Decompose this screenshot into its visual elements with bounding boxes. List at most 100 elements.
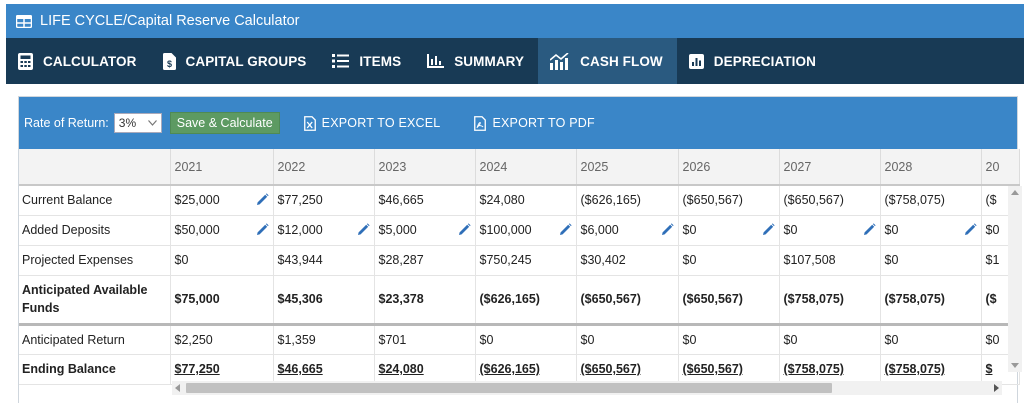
table-cell[interactable]: $0	[678, 215, 780, 246]
table-cell[interactable]: $5,000	[374, 215, 476, 246]
tab-depreciation[interactable]: DEPRECIATION	[677, 38, 830, 84]
pencil-icon[interactable]	[762, 222, 775, 236]
horizontal-scroll-thumb[interactable]	[186, 383, 832, 393]
table-cell[interactable]: $46,665	[273, 354, 375, 385]
tab-cash-flow[interactable]: CASH FLOW	[538, 38, 677, 84]
tab-items-label: ITEMS	[359, 53, 402, 69]
table-row-current-balance: Current Balance $25,000 $77,250 $46,665 …	[19, 185, 1020, 216]
pencil-icon[interactable]	[256, 222, 269, 236]
table-cell[interactable]: $0	[779, 215, 881, 246]
invoice-dollar-icon: $	[162, 52, 176, 70]
cell-value: ($626,165)	[479, 292, 540, 306]
pencil-icon[interactable]	[661, 222, 674, 236]
scroll-left-arrow-icon[interactable]	[175, 384, 180, 392]
cell-value: $0	[783, 223, 798, 237]
export-pdf-label: EXPORT TO PDF	[492, 116, 595, 130]
pencil-icon[interactable]	[256, 193, 269, 206]
rate-of-return-value: 3%	[118, 116, 137, 130]
table-cell: $0	[880, 324, 982, 355]
scroll-right-arrow-icon[interactable]	[994, 384, 999, 392]
year-header: 2025	[576, 149, 679, 186]
table-cell[interactable]: $0	[880, 215, 982, 246]
pencil-icon[interactable]	[964, 222, 977, 236]
ending-balance-link[interactable]: $24,080	[378, 362, 424, 376]
pencil-icon[interactable]	[357, 222, 370, 236]
cell-value: ($626,165)	[580, 193, 641, 208]
cell-value: $0	[985, 332, 1000, 347]
table-cell[interactable]: $6,000	[576, 215, 679, 246]
tab-items[interactable]: ITEMS	[320, 38, 415, 84]
cell-value: $1,359	[277, 332, 316, 347]
tab-calculator[interactable]: CALCULATOR	[6, 38, 151, 84]
export-excel-button[interactable]: EXPORT TO EXCEL	[303, 115, 441, 131]
horizontal-scrollbar[interactable]	[172, 381, 1002, 395]
table-row-anticipated-available-funds: Anticipated Available Funds $75,000 $45,…	[19, 275, 1020, 326]
bar-chart-icon	[427, 54, 445, 68]
cell-value: $12,000	[277, 223, 323, 237]
table-cell[interactable]: ($626,165)	[475, 354, 577, 385]
table-cell[interactable]: $24,080	[374, 354, 476, 385]
table-cell[interactable]: ($758,075)	[779, 354, 881, 385]
tab-depreciation-label: DEPRECIATION	[713, 53, 816, 69]
cash-flow-panel: Rate of Return: 3% Save & Calculate EXPO…	[18, 96, 1020, 403]
table-cell[interactable]: $12,000	[273, 215, 375, 246]
tab-summary[interactable]: SUMMARY	[415, 38, 538, 84]
table-cell[interactable]: $25,000	[170, 185, 274, 216]
tab-cash-flow-label: CASH FLOW	[580, 53, 663, 69]
ending-balance-link[interactable]: $46,665	[277, 362, 323, 376]
scroll-down-arrow-icon[interactable]	[1011, 363, 1019, 368]
year-header: 2028	[880, 149, 982, 186]
table-cell: ($650,567)	[678, 275, 780, 326]
app-title-bar: LIFE CYCLE/Capital Reserve Calculator	[6, 4, 1024, 38]
vertical-scrollbar[interactable]	[1008, 186, 1022, 372]
ending-balance-link[interactable]: $77,250	[174, 362, 220, 376]
table-cell: $0	[880, 245, 982, 276]
table-cell: $75,000	[170, 275, 274, 326]
ending-balance-link[interactable]: ($650,567)	[682, 362, 743, 376]
cell-value: $2,250	[174, 332, 213, 347]
table-cell: $28,287	[374, 245, 476, 276]
table-cell[interactable]: $50,000	[170, 215, 274, 246]
ending-balance-link[interactable]: ($758,075)	[884, 362, 945, 376]
cell-value: $0	[682, 332, 697, 347]
year-header: 2021	[170, 149, 274, 186]
table-cell: $30,402	[576, 245, 679, 276]
table-cell: ($758,075)	[880, 275, 982, 326]
cell-value: ($650,567)	[783, 193, 844, 208]
table-cell: ($650,567)	[678, 185, 780, 216]
cell-value: $750,245	[479, 253, 532, 267]
table-cell[interactable]: $77,250	[170, 354, 274, 385]
tab-capital-groups[interactable]: $ CAPITAL GROUPS	[151, 38, 321, 84]
cell-value: $0	[682, 253, 697, 267]
cell-value: $23,378	[378, 292, 424, 306]
table-row-ending-balance: Ending Balance $77,250 $46,665 $24,080 (…	[19, 354, 1020, 385]
ending-balance-link[interactable]: $	[985, 362, 993, 376]
pencil-icon[interactable]	[559, 222, 572, 236]
table-cell[interactable]: ($650,567)	[678, 354, 780, 385]
year-header: 2022	[273, 149, 375, 186]
save-calculate-button[interactable]: Save & Calculate	[169, 112, 280, 134]
table-cell: $2,250	[170, 324, 274, 355]
ending-balance-link[interactable]: ($758,075)	[783, 362, 844, 376]
cell-value: $0	[174, 253, 189, 267]
cell-value: ($758,075)	[783, 292, 844, 306]
table-cell[interactable]: ($650,567)	[576, 354, 679, 385]
tab-capital-groups-label: CAPITAL GROUPS	[185, 53, 307, 69]
scroll-up-arrow-icon[interactable]	[1011, 190, 1019, 195]
rate-of-return-select[interactable]: 3%	[113, 113, 162, 133]
pencil-icon[interactable]	[863, 222, 876, 236]
table-cell: $23,378	[374, 275, 476, 326]
table-cell[interactable]: $100,000	[475, 215, 577, 246]
table-icon	[16, 14, 32, 28]
cell-value: $75,000	[174, 292, 220, 306]
pencil-icon[interactable]	[458, 222, 471, 236]
list-icon	[332, 54, 350, 68]
chevron-down-icon	[147, 120, 157, 126]
year-header-row: 2021 2022 2023 2024 2025 2026 2027 2028 …	[19, 149, 1020, 186]
ending-balance-link[interactable]: ($626,165)	[479, 362, 540, 376]
ending-balance-link[interactable]: ($650,567)	[580, 362, 641, 376]
year-header: 2027	[779, 149, 881, 186]
table-cell: $0	[678, 245, 780, 276]
export-pdf-button[interactable]: EXPORT TO PDF	[474, 115, 595, 131]
table-cell[interactable]: ($758,075)	[880, 354, 982, 385]
